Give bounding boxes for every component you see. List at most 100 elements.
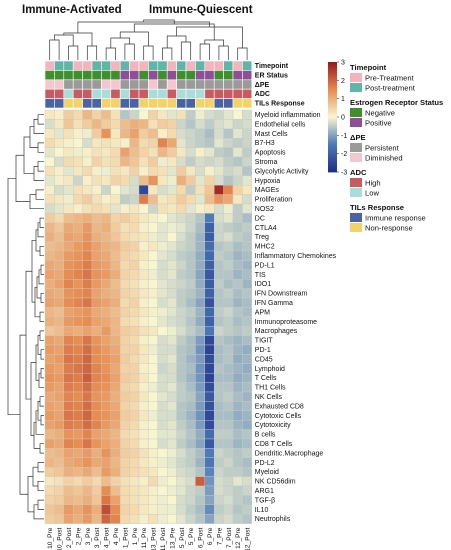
heatmap-cell xyxy=(119,250,130,261)
heatmap-cell xyxy=(82,119,93,130)
heatmap-cell xyxy=(82,269,93,280)
heatmap-cell xyxy=(119,307,130,317)
heatmap-cell xyxy=(204,504,215,515)
row-label: Dendritic.Macrophage xyxy=(255,450,324,457)
heatmap-cell xyxy=(204,269,215,280)
heatmap-cell xyxy=(148,203,158,214)
column-label: 13_Post xyxy=(151,527,158,550)
heatmap-cell xyxy=(232,467,243,477)
heatmap-cell xyxy=(54,420,65,430)
heatmap-cell xyxy=(148,279,158,289)
heatmap-cell xyxy=(54,476,65,487)
heatmap-cell xyxy=(54,288,65,299)
heatmap-cell xyxy=(166,307,177,317)
legend-title: ΔPE xyxy=(350,133,366,142)
annotation-cell xyxy=(204,88,215,99)
heatmap-cell xyxy=(232,495,243,505)
heatmap-cell xyxy=(63,335,74,346)
heatmap-cell xyxy=(148,156,158,167)
heatmap-cell xyxy=(213,137,224,148)
heatmap-cell xyxy=(54,119,65,130)
heatmap-cell xyxy=(242,222,252,233)
row-label: Immunoproteasome xyxy=(255,319,317,326)
heatmap-cell xyxy=(148,420,158,430)
heatmap-cell xyxy=(138,504,149,515)
heatmap-cell xyxy=(213,175,224,186)
heatmap-cell xyxy=(157,288,168,299)
dendrogram-branch xyxy=(204,39,224,46)
heatmap-cell xyxy=(63,476,74,487)
dendrogram-branch xyxy=(37,480,44,492)
heatmap-cell xyxy=(204,476,215,487)
heatmap-cell xyxy=(204,438,215,449)
heatmap-cell xyxy=(44,316,55,327)
heatmap-cell xyxy=(176,156,187,167)
dendrogram-branch xyxy=(30,362,36,436)
heatmap-cell xyxy=(110,203,121,214)
heatmap-cell xyxy=(242,316,252,327)
heatmap-cell xyxy=(129,467,140,477)
heatmap-cell xyxy=(82,326,93,336)
annotation-cell xyxy=(54,60,65,71)
heatmap-cell xyxy=(119,335,130,346)
heatmap-cell xyxy=(110,156,121,167)
heatmap-cell xyxy=(185,373,196,383)
heatmap-cell xyxy=(129,279,140,289)
heatmap-cell xyxy=(63,147,74,158)
row-label: B cells xyxy=(255,432,276,439)
heatmap-cell xyxy=(176,438,187,449)
dendrogram-branch xyxy=(23,136,34,174)
heatmap-cell xyxy=(110,326,121,336)
heatmap-cell xyxy=(148,410,158,421)
heatmap-cell xyxy=(101,260,112,270)
heatmap-cell xyxy=(101,213,112,223)
heatmap-cell xyxy=(138,156,149,167)
heatmap-cell xyxy=(242,391,252,402)
heatmap-cell xyxy=(242,231,252,242)
heatmap-cell xyxy=(91,288,102,299)
heatmap-cell xyxy=(138,495,149,505)
heatmap-cell xyxy=(101,401,112,411)
row-label: TIGIT xyxy=(255,338,274,345)
heatmap-cell xyxy=(44,231,55,242)
heatmap-cell xyxy=(138,213,149,223)
heatmap-cell xyxy=(54,175,65,186)
heatmap-cell xyxy=(101,269,112,280)
heatmap-cell xyxy=(242,109,252,120)
heatmap-cell xyxy=(138,363,149,374)
heatmap-cell xyxy=(166,128,177,139)
heatmap-cell xyxy=(204,279,215,289)
heatmap-cell xyxy=(101,203,112,214)
column-label: 7_Pre xyxy=(216,527,223,545)
heatmap-cell xyxy=(82,307,93,317)
heatmap-cell xyxy=(119,175,130,186)
heatmap-cell xyxy=(157,373,168,383)
heatmap-cell xyxy=(157,194,168,205)
legend-item-label: High xyxy=(365,179,381,188)
heatmap-cell xyxy=(101,307,112,317)
heatmap-cell xyxy=(110,184,121,195)
heatmap-cell xyxy=(157,420,168,430)
heatmap-cell xyxy=(91,260,102,270)
heatmap-cell xyxy=(72,326,83,336)
dendrogram-branch xyxy=(37,222,44,238)
heatmap-cell xyxy=(72,194,83,205)
heatmap-cell xyxy=(82,156,93,167)
annotation-cell xyxy=(242,79,253,90)
heatmap-cell xyxy=(63,279,74,289)
dendrogram-branch xyxy=(162,47,173,60)
heatmap-cell xyxy=(82,147,93,158)
heatmap-cell xyxy=(129,166,140,176)
heatmap-cell xyxy=(195,382,205,393)
heatmap-cell xyxy=(213,354,224,364)
heatmap-cell xyxy=(54,137,65,148)
heatmap-cell xyxy=(110,382,121,393)
legend-item-label: Low xyxy=(365,189,379,198)
heatmap-cell xyxy=(110,297,121,308)
annotation-cell xyxy=(119,70,130,81)
heatmap-cell xyxy=(138,250,149,261)
heatmap-cell xyxy=(129,485,140,496)
heatmap-cell xyxy=(44,147,55,158)
heatmap-cell xyxy=(166,438,177,449)
heatmap-cell xyxy=(129,260,140,270)
